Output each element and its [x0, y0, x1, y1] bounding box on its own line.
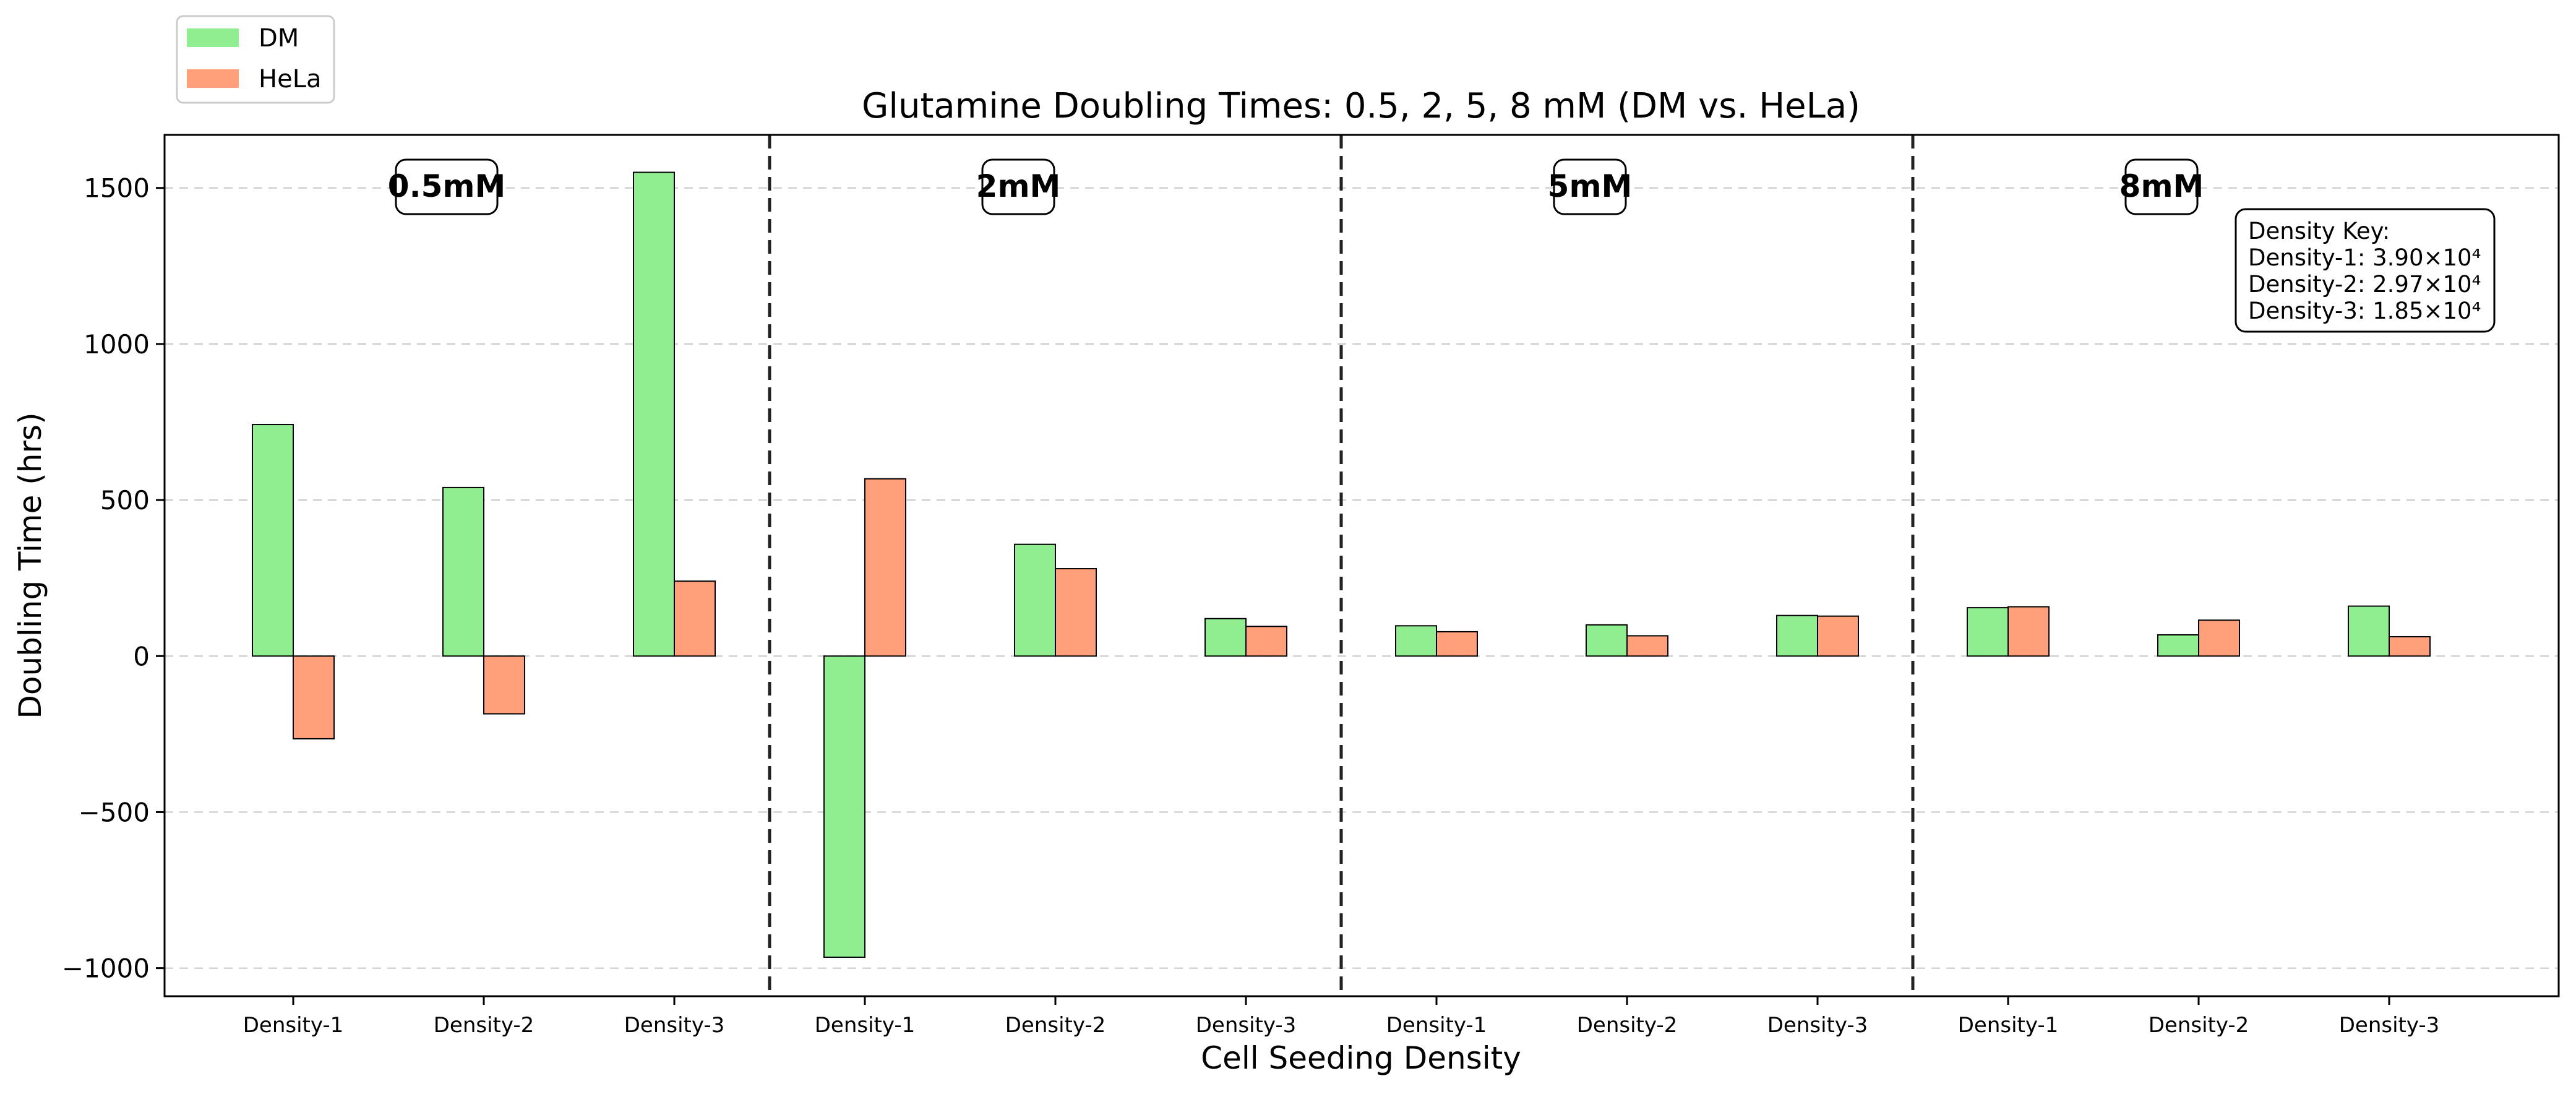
y-tick-label: 500: [100, 485, 150, 515]
x-tick-label: Density-2: [1005, 1013, 1106, 1038]
y-tick-label: 1500: [84, 173, 150, 204]
legend: DM HeLa: [176, 15, 335, 104]
y-tick-label: 0: [133, 641, 150, 671]
chart-title: Glutamine Doubling Times: 0.5, 2, 5, 8 m…: [862, 86, 1860, 126]
x-tick-label: Density-3: [1196, 1013, 1297, 1038]
concentration-label: 2mM: [976, 168, 1061, 204]
bar-dm-11: [2157, 634, 2199, 657]
group-dividers: [768, 135, 1915, 996]
bar-hela-10: [2007, 606, 2050, 657]
bar-dm-12: [2348, 605, 2390, 657]
concentration-label: 0.5mM: [388, 168, 505, 204]
concentration-labels: 0.5mM 2mM 5mM 8mM: [388, 158, 2204, 215]
density-key-box: Density Key: Density-1: 3.90×10⁴ Density…: [2235, 208, 2496, 333]
legend-swatch-hela: [187, 69, 239, 88]
x-tick-label: Density-1: [815, 1013, 916, 1038]
concentration-label: 8mM: [2119, 168, 2204, 204]
density-key-line-1: Density-1: 3.90×10⁴: [2248, 244, 2481, 271]
x-tick-label: Density-2: [2149, 1013, 2249, 1038]
y-axis-label: Doubling Time (hrs): [12, 412, 48, 718]
density-key-line-3: Density-3: 1.85×10⁴: [2248, 298, 2481, 324]
bar-dm-3: [633, 171, 675, 657]
bar-dm-8: [1586, 624, 1628, 657]
bar-hela-9: [1817, 615, 1859, 657]
y-axis-ticks: −1000 −500 0 500 1000 1500: [62, 173, 165, 984]
concentration-label-frame: [1553, 158, 1627, 215]
bar-dm-1: [252, 424, 294, 657]
bar-hela-5: [1055, 568, 1097, 657]
concentration-label-frame: [395, 158, 499, 215]
plot-frame: [163, 134, 2560, 997]
concentration-label-frame: [2124, 158, 2199, 215]
legend-label-dm: DM: [259, 24, 299, 53]
density-key-line-2: Density-2: 2.97×10⁴: [2248, 271, 2481, 298]
x-axis-ticks: Density-1 Density-2 Density-3 Density-1 Dens…: [243, 996, 2440, 1038]
bar-dm-6: [1204, 618, 1247, 657]
bar-hela-7: [1436, 631, 1478, 657]
x-tick-label: Density-1: [1386, 1013, 1487, 1038]
bar-hela-6: [1245, 626, 1287, 657]
x-tick-label: Density-2: [434, 1013, 535, 1038]
x-tick-label: Density-3: [1767, 1013, 1868, 1038]
bar-hela-4: [864, 478, 906, 657]
x-tick-label: Density-1: [243, 1013, 344, 1038]
bars: [252, 171, 2431, 958]
concentration-label: 5mM: [1548, 168, 1633, 204]
x-tick-label: Density-2: [1577, 1013, 1678, 1038]
x-tick-label: Density-1: [1958, 1013, 2059, 1038]
bar-dm-4: [823, 655, 865, 958]
legend-label-hela: HeLa: [259, 65, 321, 93]
bar-dm-9: [1776, 614, 1818, 657]
density-key-frame: [2235, 208, 2496, 333]
bar-hela-11: [2198, 619, 2240, 657]
x-tick-label: Density-3: [624, 1013, 725, 1038]
legend-swatch-dm: [187, 28, 239, 47]
x-tick-label: Density-3: [2339, 1013, 2440, 1038]
y-tick-label: −1000: [62, 954, 150, 984]
bar-hela-2: [483, 655, 525, 715]
bar-hela-1: [293, 655, 335, 739]
density-key-title: Density Key:: [2248, 218, 2390, 244]
y-tick-label: 1000: [84, 329, 150, 360]
x-axis-label: Cell Seeding Density: [1201, 1040, 1521, 1076]
y-tick-label: −500: [79, 797, 150, 827]
concentration-label-frame: [981, 158, 1055, 215]
bar-dm-7: [1395, 625, 1437, 657]
bar-hela-8: [1626, 635, 1668, 657]
bar-hela-3: [674, 580, 716, 657]
bar-hela-12: [2389, 635, 2431, 657]
bar-dm-2: [442, 486, 484, 657]
bar-dm-10: [1967, 607, 2009, 657]
bar-dm-5: [1014, 543, 1056, 657]
